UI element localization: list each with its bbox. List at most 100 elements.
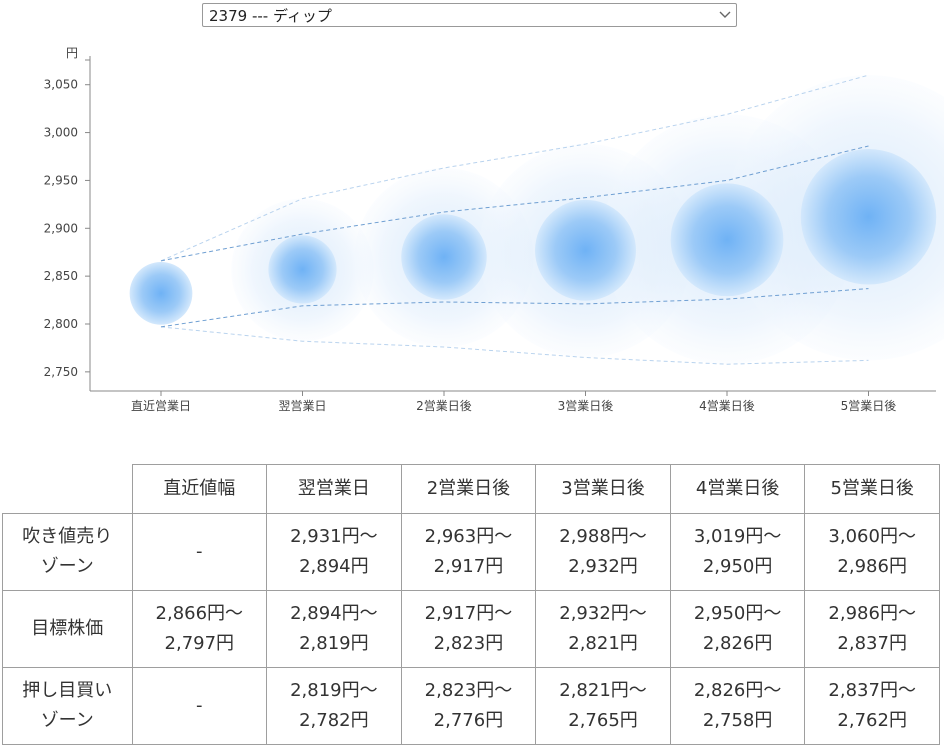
table-header-cell: 3営業日後 [535, 464, 671, 514]
target-range-layer [129, 149, 937, 325]
table-header-cell: 翌営業日 [266, 464, 402, 514]
table-corner-cell [2, 464, 133, 514]
table-cell: 2,931円～ 2,894円 [266, 513, 402, 591]
target-upper-line [160, 145, 869, 262]
target-lower-line [160, 288, 869, 328]
x-tick-label: 4営業日後 [699, 399, 755, 413]
table-header-cell: 5営業日後 [804, 464, 940, 514]
table-cell-line: 3,060円～ [828, 526, 916, 547]
table-cell-line: 2,894円～ [290, 603, 378, 624]
target-bubble-5 [800, 149, 937, 285]
zone-table: 直近値幅 翌営業日 2営業日後 3営業日後 4営業日後 5営業日後 吹き値売りゾーン - 2,… [2, 464, 940, 745]
y-tick-label: 2,850 [44, 269, 78, 283]
table-header-cell: 2営業日後 [400, 464, 537, 514]
target-bubble-1 [268, 235, 337, 304]
stock-select[interactable]: 2379 --- ディップ [202, 3, 737, 27]
table-cell: 2,917円～ 2,823円 [400, 590, 537, 668]
table-cell-line: - [196, 541, 203, 562]
table-cell: 3,060円～ 2,986円 [804, 513, 940, 591]
table-cell-line: 2,963円～ [424, 526, 513, 547]
table-cell-line: 2,986円～ [828, 603, 916, 624]
row-label-line: 目標株価 [31, 618, 104, 639]
table-cell-line: 2,819円～ [290, 680, 378, 701]
table-cell-line: 2,988円～ [559, 526, 647, 547]
chevron-down-icon [714, 4, 736, 26]
table-cell-line: 2,932円 [568, 556, 638, 577]
table-cell-line: 2,821円 [568, 633, 638, 654]
row-label-line: 押し目買い [22, 680, 113, 701]
table-cell-line: 2,931円～ [290, 526, 378, 547]
table-cell: 2,823円～ 2,776円 [400, 667, 537, 745]
table-row: 目標株価 2,866円～ 2,797円 2,894円～ 2,819円 2,917円～ 2,8… [2, 590, 940, 668]
table-cell-line: 3,019円～ [693, 526, 782, 547]
target-bubble-2 [401, 214, 487, 300]
table-cell-line: 2,932円～ [559, 603, 647, 624]
table-cell-line: 2,765円 [568, 710, 638, 731]
table-cell: 2,986円～ 2,837円 [804, 590, 940, 668]
x-tick-label: 直近営業日 [131, 399, 191, 413]
table-cell: 2,866円～ 2,797円 [131, 590, 268, 668]
table-cell: 3,019円～ 2,950円 [669, 513, 806, 591]
table-cell: 2,821円～ 2,765円 [535, 667, 671, 745]
table-cell: 2,932円～ 2,821円 [535, 590, 671, 668]
outer-upper-line [160, 74, 869, 262]
row-label: 押し目買い ゾーン [2, 667, 133, 745]
table-cell: 2,837円～ 2,762円 [804, 667, 940, 745]
table-cell-line: 2,821円～ [559, 680, 647, 701]
table-cell: - [131, 667, 268, 745]
y-tick-label: 2,750 [44, 365, 78, 379]
table-row: 押し目買いゾーン - 2,819円～ 2,782円 2,823円～ 2,776円 2,821… [2, 667, 940, 745]
table-cell-line: 2,819円 [299, 633, 369, 654]
table-cell-line: 2,826円～ [693, 680, 782, 701]
table-cell-line: 2,986円 [837, 556, 907, 577]
stock-select-value: 2379 --- ディップ [209, 6, 332, 25]
table-cell-line: 2,950円～ [693, 603, 782, 624]
row-label-line: ゾーン [40, 556, 94, 577]
forecast-chart: 円 3,050 3,000 2,950 2,900 2,850 2,800 2,750 直近営業… [44, 46, 944, 413]
x-tick-label: 3営業日後 [558, 399, 614, 413]
table-cell-line: 2,866円～ [155, 603, 244, 624]
row-label: 吹き値売り ゾーン [2, 513, 133, 591]
target-bubble-4 [670, 183, 784, 297]
table-header-row: 直近値幅 翌営業日 2営業日後 3営業日後 4営業日後 5営業日後 [2, 464, 940, 514]
table-cell: - [131, 513, 268, 591]
table-cell: 2,950円～ 2,826円 [669, 590, 806, 668]
table-cell: 2,819円～ 2,782円 [266, 667, 402, 745]
y-tick-label: 2,800 [44, 317, 78, 331]
table-cell-line: 2,776円 [433, 710, 504, 731]
table-cell-line: 2,917円 [433, 556, 504, 577]
axes-layer: 円 3,050 3,000 2,950 2,900 2,850 2,800 2,750 直近営業… [44, 46, 936, 413]
row-label-line: 吹き値売り [22, 526, 113, 547]
x-tick-label: 5営業日後 [841, 399, 897, 413]
table-cell: 2,988円～ 2,932円 [535, 513, 671, 591]
table-cell: 2,963円～ 2,917円 [400, 513, 537, 591]
x-tick-label: 翌営業日 [278, 399, 326, 413]
target-bubble-0 [129, 262, 193, 325]
table-cell-line: 2,782円 [299, 710, 369, 731]
table-cell: 2,894円～ 2,819円 [266, 590, 402, 668]
table-header-cell: 4営業日後 [669, 464, 806, 514]
table-cell: 2,826円～ 2,758円 [669, 667, 806, 745]
table-cell-line: 2,826円 [702, 633, 773, 654]
y-tick-label: 2,900 [44, 221, 78, 235]
y-tick-label: 3,050 [44, 78, 78, 92]
y-tick-label: 2,950 [44, 173, 78, 187]
y-unit-label: 円 [66, 46, 78, 60]
row-label: 目標株価 [2, 590, 133, 668]
target-bubble-3 [535, 199, 636, 301]
table-cell-line: 2,917円～ [424, 603, 513, 624]
row-label-line: ゾーン [40, 710, 94, 731]
table-cell-line: 2,823円 [433, 633, 504, 654]
table-row: 吹き値売りゾーン - 2,931円～ 2,894円 2,963円～ 2,917円 2,988… [2, 513, 940, 591]
table-cell-line: 2,823円～ [424, 680, 513, 701]
table-cell-line: 2,837円～ [828, 680, 916, 701]
table-cell-line: 2,762円 [837, 710, 907, 731]
table-cell-line: 2,950円 [702, 556, 773, 577]
table-cell-line: - [196, 695, 203, 716]
table-header-cell: 直近値幅 [131, 464, 268, 514]
trend-lines-layer [160, 74, 869, 365]
table-cell-line: 2,797円 [164, 633, 235, 654]
table-cell-line: 2,894円 [299, 556, 369, 577]
x-tick-label: 2営業日後 [416, 399, 472, 413]
table-cell-line: 2,758円 [702, 710, 773, 731]
